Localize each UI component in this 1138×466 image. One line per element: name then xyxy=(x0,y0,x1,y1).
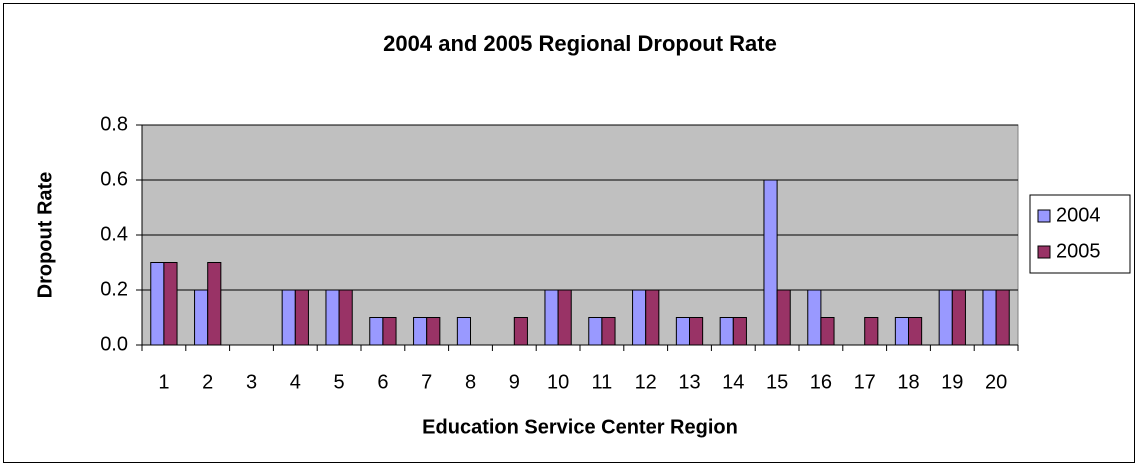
x-tick-label: 4 xyxy=(290,371,301,393)
x-tick-label: 19 xyxy=(941,371,963,393)
bar xyxy=(369,317,384,346)
x-tick-label: 13 xyxy=(678,371,700,393)
bar xyxy=(338,289,353,346)
bar xyxy=(689,317,704,346)
legend-swatch xyxy=(1037,209,1051,223)
bar xyxy=(325,289,340,346)
x-tick-label: 8 xyxy=(465,371,476,393)
bar xyxy=(456,317,471,346)
bar xyxy=(557,289,572,346)
bar xyxy=(294,289,309,346)
x-tick-label: 17 xyxy=(854,371,876,393)
legend-box xyxy=(1029,194,1131,274)
x-tick-label: 2 xyxy=(202,371,213,393)
y-tick-label: 0.4 xyxy=(100,223,128,245)
bar xyxy=(601,317,616,346)
bar xyxy=(951,289,966,346)
x-tick-label: 5 xyxy=(334,371,345,393)
legend-label: 2005 xyxy=(1056,240,1101,262)
chart-title: 2004 and 2005 Regional Dropout Rate xyxy=(383,31,777,56)
x-tick-label: 9 xyxy=(509,371,520,393)
bar xyxy=(908,317,923,346)
bar xyxy=(588,317,603,346)
y-tick-label: 0.2 xyxy=(100,278,128,300)
bar xyxy=(513,317,528,346)
y-tick-label: 0.8 xyxy=(100,113,128,135)
bar xyxy=(382,317,397,346)
bar xyxy=(150,262,165,346)
bar xyxy=(413,317,428,346)
x-tick-label: 1 xyxy=(158,371,169,393)
bar xyxy=(632,289,647,346)
bar xyxy=(194,289,209,346)
bar xyxy=(645,289,660,346)
y-tick-label: 0.6 xyxy=(100,168,128,190)
bar xyxy=(719,317,734,346)
x-tick-label: 14 xyxy=(722,371,744,393)
bar xyxy=(807,289,822,346)
x-tick-label: 7 xyxy=(421,371,432,393)
x-axis-label: Education Service Center Region xyxy=(422,416,738,438)
bar xyxy=(207,262,222,346)
x-tick-label: 6 xyxy=(377,371,388,393)
x-tick-label: 15 xyxy=(766,371,788,393)
bar xyxy=(675,317,690,346)
x-tick-label: 20 xyxy=(985,371,1007,393)
y-axis-label: Dropout Rate xyxy=(34,172,56,299)
bar xyxy=(426,317,441,346)
bar xyxy=(995,289,1010,346)
bar xyxy=(864,317,879,346)
x-tick-label: 12 xyxy=(635,371,657,393)
x-tick-label: 3 xyxy=(246,371,257,393)
bar xyxy=(938,289,953,346)
legend-swatch xyxy=(1037,245,1051,259)
y-tick-label: 0.0 xyxy=(100,333,128,355)
bar xyxy=(894,317,909,346)
bar xyxy=(763,179,778,346)
x-tick-label: 18 xyxy=(897,371,919,393)
legend-label: 2004 xyxy=(1056,204,1101,226)
bar xyxy=(544,289,559,346)
bar xyxy=(163,262,178,346)
x-tick-label: 11 xyxy=(592,371,613,393)
bar xyxy=(776,289,791,346)
bar xyxy=(281,289,296,346)
bar xyxy=(820,317,835,346)
bar xyxy=(982,289,997,346)
bar xyxy=(732,317,747,346)
x-tick-label: 10 xyxy=(547,371,569,393)
x-tick-label: 16 xyxy=(810,371,832,393)
